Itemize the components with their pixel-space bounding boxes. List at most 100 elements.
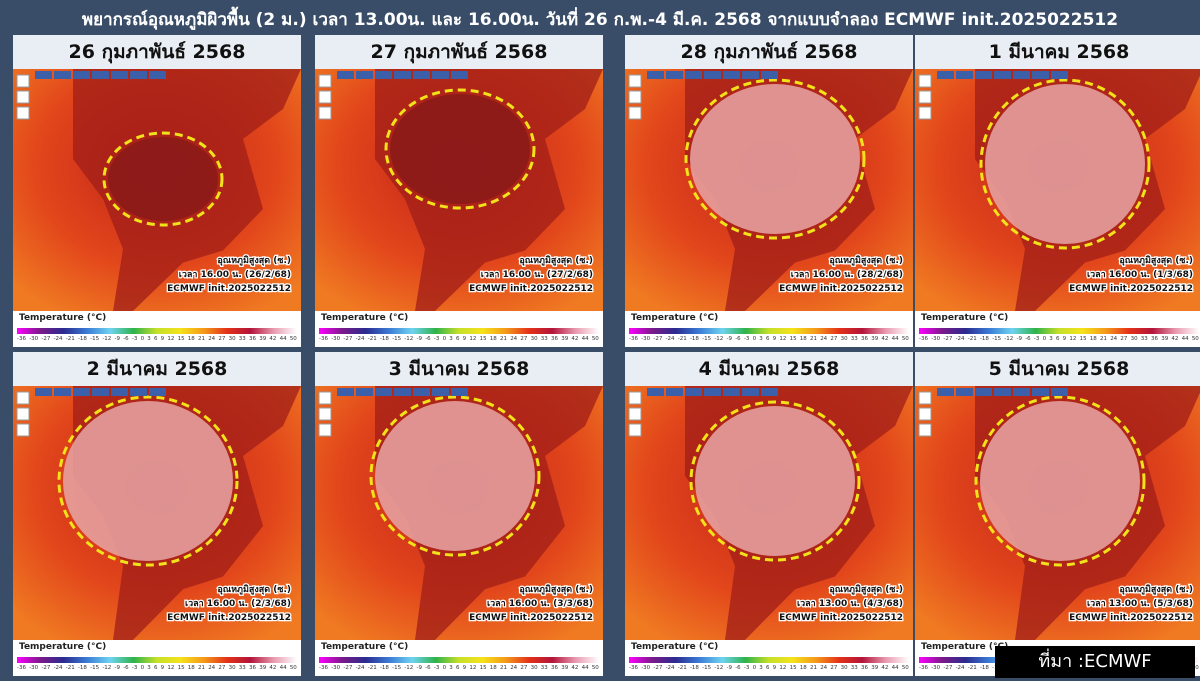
- legend-tick: -3: [743, 665, 750, 671]
- legend-tick: -30: [641, 336, 651, 342]
- legend-tick: 44: [581, 665, 589, 671]
- legend-tick: -9: [726, 665, 732, 671]
- panel-date: 27 กุมภาพันธ์ 2568: [315, 35, 603, 69]
- model-tab: [375, 71, 392, 79]
- legend-bar: [919, 328, 1199, 334]
- legend-tick: -15: [992, 336, 1002, 342]
- legend-tick: 27: [218, 336, 226, 342]
- legend-tick: -9: [114, 336, 120, 342]
- model-tab: [975, 71, 992, 79]
- legend-tick: -24: [955, 336, 965, 342]
- map-tool: [628, 407, 642, 421]
- legend-tick: -15: [90, 336, 100, 342]
- legend-tick: 42: [269, 336, 277, 342]
- legend-tick: -36: [17, 336, 26, 342]
- model-tab: [1032, 388, 1049, 396]
- legend-tick: 21: [809, 665, 817, 671]
- legend-tick: 33: [540, 336, 548, 342]
- map-annotation: เวลา 13.00 น. (5/3/68): [1087, 599, 1193, 609]
- model-tab: [1032, 71, 1049, 79]
- legend-tick: 30: [530, 336, 538, 342]
- legend-tick: 33: [1140, 336, 1148, 342]
- legend-tick: -15: [90, 665, 100, 671]
- legend-tick: 42: [269, 665, 277, 671]
- legend-tick: -21: [967, 336, 977, 342]
- legend-tick: 0: [442, 336, 447, 342]
- panel-date: 26 กุมภาพันธ์ 2568: [13, 35, 301, 69]
- hot-outline: [369, 395, 541, 557]
- map-tool: [16, 391, 30, 405]
- legend-tick: 36: [1151, 336, 1158, 342]
- legend-tick: -21: [65, 336, 75, 342]
- legend-tick: -21: [367, 336, 377, 342]
- model-tab: [937, 388, 954, 396]
- map-annotation: อุณหภูมิสูงสุด (ซ.): [829, 255, 903, 266]
- model-tab: [975, 388, 992, 396]
- map-panel: 2 มีนาคม 2568 อุณหภูมิสูงสุด (ซ.) เวลา 16.…: [13, 352, 301, 676]
- legend-tick: -12: [102, 665, 112, 671]
- legend-tick: 0: [442, 665, 447, 671]
- legend-tick: 39: [561, 665, 569, 671]
- legend-tick: 12: [167, 665, 175, 671]
- legend-tick: 39: [1161, 336, 1169, 342]
- legend-tick: -9: [726, 336, 732, 342]
- legend-tick: 15: [177, 336, 185, 342]
- legend-tick: 21: [499, 336, 507, 342]
- legend-tick: -18: [689, 336, 699, 342]
- panel-date: 2 มีนาคม 2568: [13, 352, 301, 386]
- map-tool: [16, 407, 30, 421]
- map-annotation: เวลา 16.00 น. (26/2/68): [179, 270, 291, 280]
- panel-date: 28 กุมภาพันธ์ 2568: [625, 35, 913, 69]
- legend-tick: 9: [772, 336, 777, 342]
- legend-tick: -36: [319, 665, 328, 671]
- model-tab: [723, 388, 740, 396]
- legend-tick: 33: [540, 665, 548, 671]
- legend-tick: 9: [772, 665, 777, 671]
- hot-outline: [974, 395, 1146, 567]
- map-annotation: อุณหภูมิสูงสุด (ซ.): [829, 584, 903, 595]
- model-tab: [685, 388, 702, 396]
- legend-tick: -15: [702, 336, 712, 342]
- legend-tick: 44: [581, 336, 589, 342]
- legend-tick: 3: [147, 665, 151, 671]
- legend-title: Temperature (°C): [921, 313, 1009, 323]
- legend-tick: -15: [392, 665, 402, 671]
- map: อุณหภูมิสูงสุด (ซ.) เวลา 16.00 น. (3/3/68…: [315, 386, 603, 640]
- map: อุณหภูมิสูงสุด (ซ.) เวลา 16.00 น. (26/2/6…: [13, 69, 301, 311]
- legend: Temperature (°C)-36-30-27-24-21-18-15-12…: [625, 311, 913, 347]
- legend-title: Temperature (°C): [19, 642, 107, 652]
- legend-tick: -24: [355, 336, 365, 342]
- legend-tick: -36: [629, 336, 638, 342]
- legend-tick: 9: [462, 665, 467, 671]
- legend-tick: 36: [861, 665, 868, 671]
- map-tool: [318, 423, 332, 437]
- legend-tick: 6: [1055, 336, 1060, 342]
- legend-tick: -24: [53, 336, 63, 342]
- map-annotation: ECMWF init.2025022512: [779, 613, 903, 623]
- legend-tick: -6: [123, 665, 129, 671]
- legend-tick: -18: [379, 665, 389, 671]
- legend-tick: -3: [131, 336, 138, 342]
- legend-tick: 50: [591, 336, 599, 342]
- legend-tick: -12: [714, 665, 724, 671]
- legend-title: Temperature (°C): [321, 313, 409, 323]
- legend-tick: -12: [404, 665, 414, 671]
- map-panel: 28 กุมภาพันธ์ 2568 อุณหภูมิสูงสุด (ซ.) เวล…: [625, 35, 913, 347]
- legend-tick: 27: [830, 336, 838, 342]
- legend-tick: 18: [799, 665, 807, 671]
- map-panel: 1 มีนาคม 2568 อุณหภูมิสูงสุด (ซ.) เวลา 16.…: [915, 35, 1200, 347]
- legend-tick: -12: [102, 336, 112, 342]
- legend-bar: [319, 328, 599, 334]
- model-tab: [647, 71, 664, 79]
- legend-tick: 21: [197, 336, 205, 342]
- legend-tick: 27: [218, 665, 226, 671]
- legend-tick: 3: [449, 665, 453, 671]
- legend-tick: 33: [850, 336, 858, 342]
- legend-tick: -27: [41, 336, 51, 342]
- map-tool: [628, 423, 642, 437]
- legend-tick: 30: [840, 665, 848, 671]
- model-tab: [394, 71, 411, 79]
- legend-tick: 18: [187, 336, 195, 342]
- map-annotation: ECMWF init.2025022512: [469, 284, 593, 294]
